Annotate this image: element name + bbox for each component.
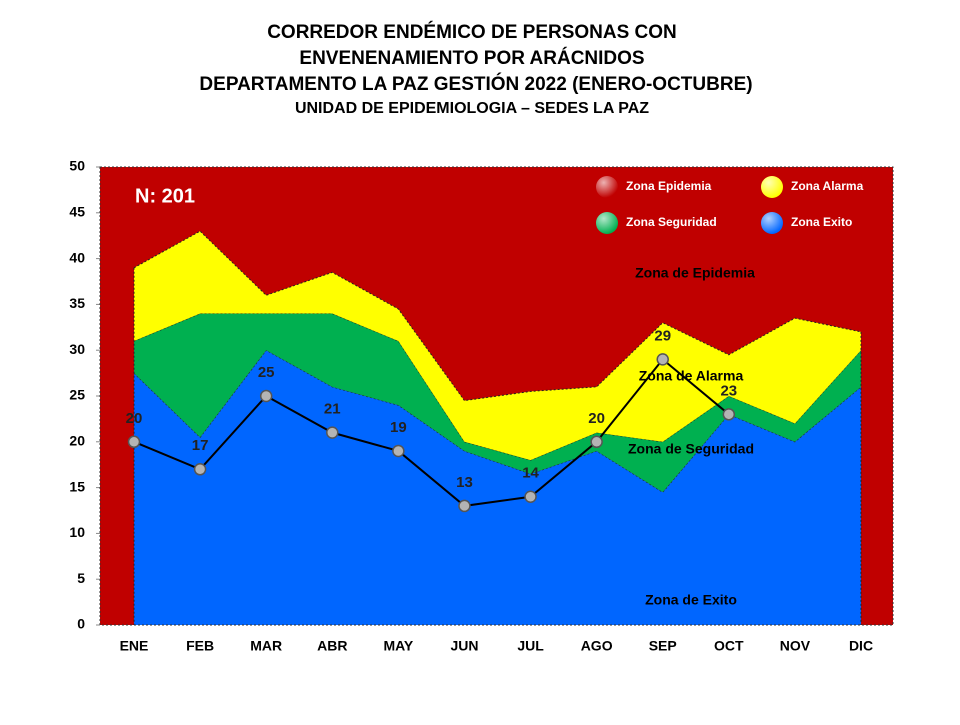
x-tick-label: MAY	[383, 638, 413, 654]
point	[524, 490, 537, 504]
area-edge	[133, 349, 862, 493]
title-line: DEPARTAMENTO LA PAZ GESTIÓN 2022 (ENERO-…	[199, 73, 752, 95]
y-tick-label: 35	[69, 295, 85, 311]
x-tick-label: AGO	[581, 638, 613, 654]
zone-label: Zona de Seguridad	[628, 441, 754, 457]
y-tick-label: 10	[69, 524, 85, 540]
legend-shine	[596, 212, 618, 234]
legend-shine	[596, 176, 618, 198]
point	[458, 499, 471, 513]
annotation: Zona de Epidemia	[635, 265, 755, 281]
y-tick-label: 15	[69, 478, 85, 494]
data-label: 23	[720, 382, 737, 399]
y-tick-label: 50	[69, 158, 85, 174]
subtitle: UNIDAD DE EPIDEMIOLOGIA – SEDES LA PAZ	[295, 100, 649, 117]
y-tick-label: 45	[69, 204, 85, 220]
point	[392, 444, 405, 458]
x-tick-label: JUL	[517, 638, 544, 654]
x-tick-label: SEP	[649, 638, 677, 654]
point	[326, 426, 339, 439]
point	[722, 408, 736, 421]
line	[133, 357, 730, 507]
data-label: 17	[192, 437, 209, 454]
data-label: 14	[522, 465, 539, 482]
point	[656, 353, 669, 366]
x-tick-label: MAR	[250, 638, 282, 654]
legend-label: Zona Epidemia	[626, 179, 712, 193]
zone-label: Zona de Alarma	[639, 368, 744, 384]
point	[259, 389, 273, 403]
y-tick-label: 20	[69, 433, 85, 449]
data-label: 25	[258, 364, 275, 381]
annotation: N: 201	[135, 185, 195, 207]
data-label: 29	[654, 327, 671, 344]
data-label: 20	[588, 410, 605, 427]
area	[134, 313, 861, 493]
y-tick-label: 30	[69, 341, 85, 357]
plot-border	[99, 166, 894, 626]
title-line: CORREDOR ENDÉMICO DE PERSONAS CON	[267, 21, 677, 43]
area	[134, 231, 861, 461]
y-tick-label: 5	[77, 570, 85, 586]
data-label: 21	[324, 401, 341, 418]
legend-shine	[761, 212, 783, 234]
legend-shine	[761, 176, 783, 198]
x-tick-label: DIC	[849, 638, 873, 654]
y-tick-label: 25	[69, 387, 85, 403]
area-edge	[133, 230, 862, 402]
legend-label: Zona Exito	[791, 215, 852, 229]
data-label: 20	[126, 410, 143, 427]
area	[134, 350, 861, 625]
x-tick-label: ENE	[120, 638, 149, 654]
point	[590, 435, 603, 449]
x-tick-label: ABR	[317, 638, 347, 654]
point	[127, 435, 141, 449]
point	[193, 463, 207, 476]
x-tick-label: OCT	[714, 638, 744, 654]
legend-label: Zona Alarma	[791, 179, 864, 193]
data-label: 19	[390, 419, 407, 436]
x-tick-label: FEB	[186, 638, 214, 654]
title-line: ENVENENAMIENTO POR ARÁCNIDOS	[299, 47, 644, 69]
x-tick-label: NOV	[780, 638, 811, 654]
y-tick-label: 40	[69, 249, 85, 265]
zone-label: Zona de Exito	[645, 592, 737, 608]
legend-label: Zona Seguridad	[626, 215, 717, 229]
data-label: 13	[456, 474, 473, 491]
y-tick-label: 0	[77, 616, 85, 632]
x-tick-label: JUN	[450, 638, 478, 654]
